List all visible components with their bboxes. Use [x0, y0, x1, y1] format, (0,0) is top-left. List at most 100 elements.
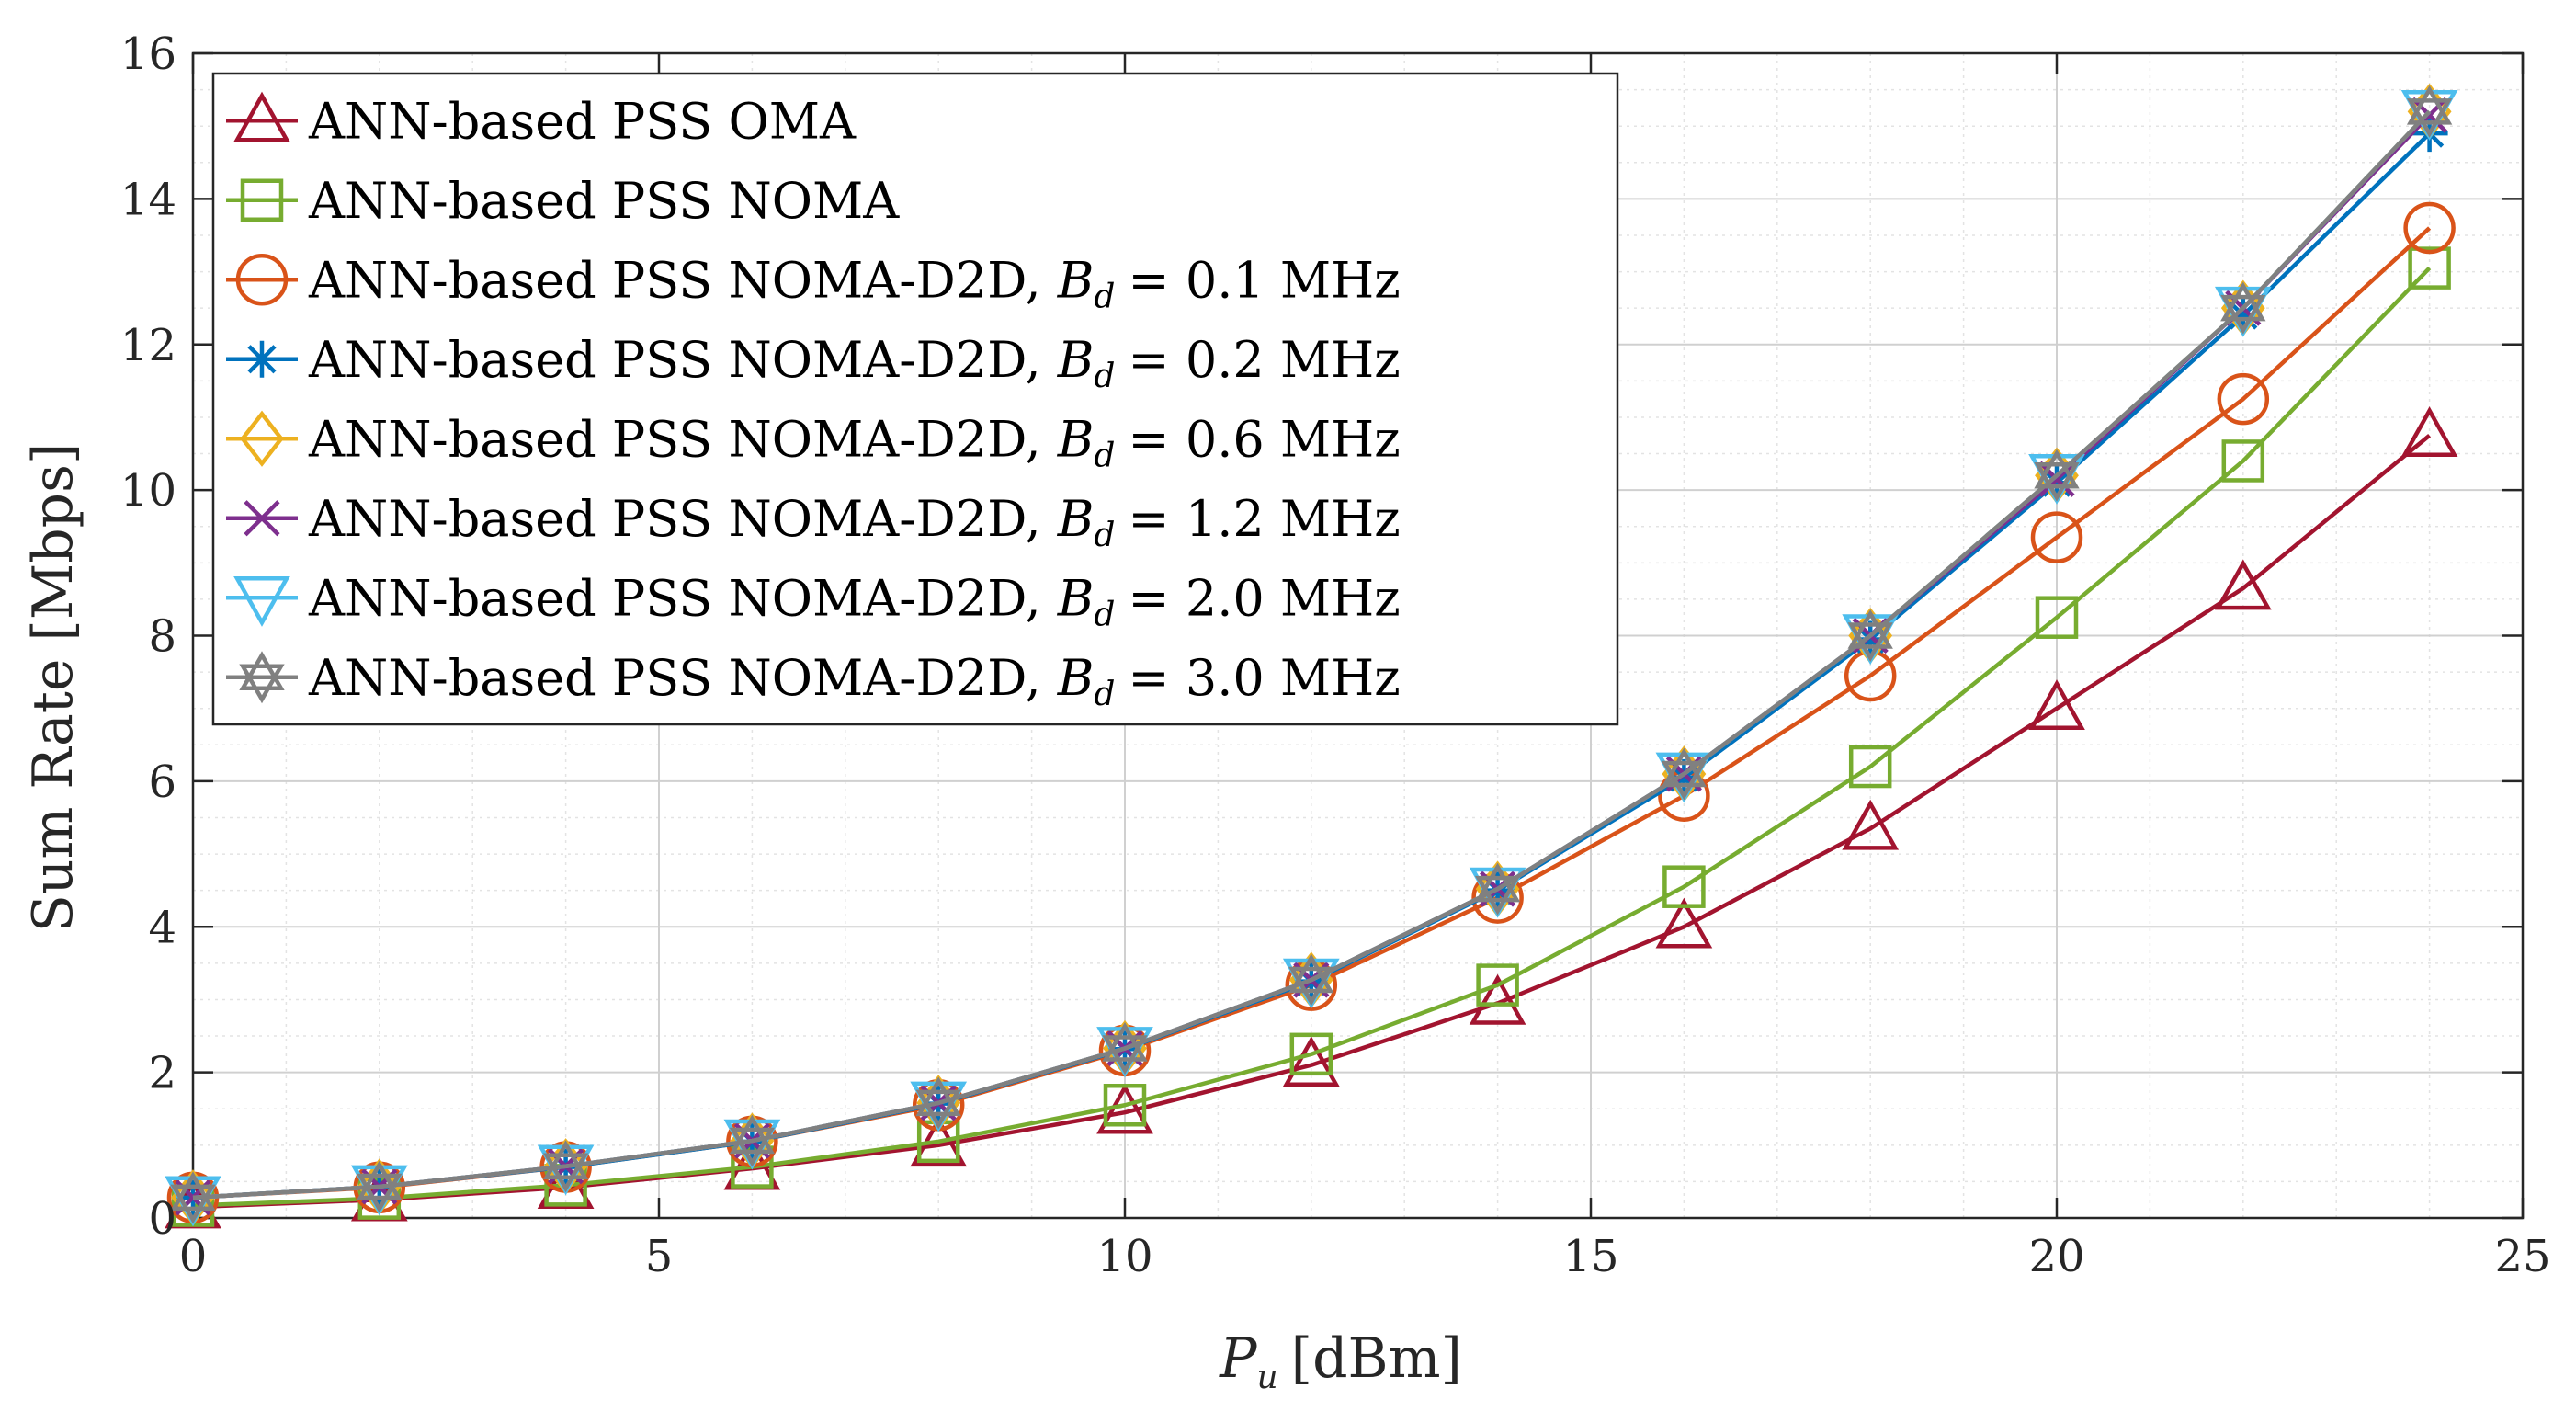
data-point-hexagram [729, 1114, 776, 1167]
legend-entry: ANN-based PSS NOMA-D2D, Bd = 0.6 MHz [226, 410, 1401, 474]
data-point-hexagram-part [1847, 609, 1893, 649]
data-point-triangle-up [1282, 1036, 1340, 1087]
legend-label: ANN-based PSS NOMA-D2D, Bd = 0.1 MHz [308, 251, 1401, 315]
legend-label-var: B [1057, 331, 1095, 389]
legend-label-sub: d [1094, 517, 1115, 554]
legend-label-main: ANN-based PSS NOMA-D2D, [308, 649, 1041, 707]
data-point-hexagram [1102, 1021, 1148, 1075]
data-point-hexagram-part [357, 1160, 403, 1200]
legend-label-sub: d [1094, 358, 1115, 395]
legend-label-sub: d [1094, 596, 1115, 633]
data-point-hexagram-part [542, 1140, 589, 1180]
legend-label: ANN-based PSS NOMA-D2D, Bd = 0.6 MHz [308, 410, 1401, 474]
data-point-hexagram-part [2034, 462, 2080, 502]
legend-entry: ANN-based PSS NOMA-D2D, Bd = 0.2 MHz [226, 331, 1401, 395]
x-tick-label: 15 [1562, 1231, 1618, 1282]
data-point-hexagram-part [357, 1173, 403, 1213]
data-point-hexagram [2406, 85, 2453, 138]
x-axis-label-unit: [dBm] [1291, 1326, 1462, 1391]
legend-label-main: ANN-based PSS NOMA-D2D, [308, 331, 1041, 389]
data-point-hexagram-part [170, 1171, 216, 1212]
legend-label-main: ANN-based PSS NOMA [308, 172, 900, 230]
data-point-hexagram [170, 1171, 216, 1224]
y-tick-label: 8 [148, 611, 176, 663]
legend-label-var: B [1057, 649, 1095, 707]
legend-marker-triangle-up [233, 91, 290, 142]
legend-label: ANN-based PSS NOMA-D2D, Bd = 3.0 MHz [308, 649, 1401, 713]
x-tick-label: 0 [179, 1231, 208, 1282]
data-point-triangle-up [1096, 1083, 1153, 1134]
data-point-asterisk [1665, 758, 1703, 796]
data-point-hexagram-part [2034, 449, 2080, 489]
y-tick-label: 4 [148, 902, 176, 953]
data-point-hexagram-part [1661, 760, 1708, 801]
data-point-triangle-up [1655, 897, 1713, 949]
data-point-hexagram-part [2406, 85, 2453, 125]
legend-label-value: = 0.2 MHz [1128, 331, 1400, 389]
legend-label-value: = 3.0 MHz [1128, 649, 1400, 707]
data-point-triangle-up [1842, 799, 1900, 850]
legend-box [211, 72, 1619, 726]
y-tick-label: 14 [120, 174, 176, 225]
legend-entry: ANN-based PSS NOMA [226, 172, 900, 230]
data-point-hexagram [542, 1140, 589, 1193]
data-point-cross [2411, 97, 2448, 133]
data-point-hexagram-part [1847, 622, 1893, 663]
data-point-hexagram [2220, 281, 2266, 335]
legend-label-var: B [1057, 410, 1095, 468]
legend-label: ANN-based PSS NOMA-D2D, Bd = 2.0 MHz [308, 569, 1401, 633]
legend-entry: ANN-based PSS NOMA-D2D, Bd = 2.0 MHz [226, 569, 1401, 633]
data-point-square [1103, 1084, 1147, 1127]
x-axis-label-sub: u [1256, 1359, 1277, 1396]
data-point-square [1289, 1032, 1333, 1076]
legend: ANN-based PSS OMA ANN-based PSS NOMA ANN-b… [211, 72, 1619, 726]
series-8 [170, 85, 2453, 1224]
legend-label-value: = 2.0 MHz [1128, 569, 1400, 627]
y-tick-label: 12 [120, 320, 176, 371]
data-point-square [2035, 596, 2079, 639]
legend-marker-hexagram [239, 651, 285, 704]
x-axis-label: Pu [dBm] [1219, 1326, 1462, 1396]
legend-marker-cross [244, 500, 280, 537]
data-point-hexagram-part [1661, 747, 1708, 788]
legend-entry: ANN-based PSS NOMA-D2D, Bd = 1.2 MHz [226, 490, 1401, 554]
legend-marker-square [240, 178, 284, 222]
data-point-hexagram [1847, 609, 1893, 663]
y-tick-label: 6 [148, 757, 176, 808]
data-point-hexagram-part [915, 1089, 961, 1130]
data-point-hexagram [1661, 747, 1708, 801]
data-point-square [2221, 439, 2265, 483]
legend-label-sub: d [1094, 437, 1115, 474]
series-lines [165, 83, 2458, 1229]
tick-labels: 0 5 10 15 20 25 0 2 4 6 8 10 12 14 16 [120, 28, 2551, 1282]
data-point-asterisk [2038, 464, 2075, 502]
data-point-circle [2403, 201, 2456, 255]
legend-label-var: B [1057, 569, 1095, 627]
legend-marker-hexagram-part [239, 651, 285, 690]
data-point-hexagram-part [1288, 966, 1334, 1007]
data-point-square [2408, 246, 2451, 290]
legend-label: ANN-based PSS NOMA-D2D, Bd = 1.2 MHz [308, 490, 1401, 554]
legend-marker-asterisk [244, 340, 280, 378]
legend-label-main: ANN-based PSS NOMA-D2D, [308, 569, 1041, 627]
legend-label-main: ANN-based PSS OMA [308, 92, 857, 150]
legend-marker-diamond [240, 410, 284, 467]
data-point-square [1662, 865, 1706, 908]
data-point-triangle-up [2400, 406, 2458, 458]
legend-label-sub: d [1094, 278, 1115, 315]
legend-entry: ANN-based PSS NOMA-D2D, Bd = 0.1 MHz [226, 251, 1401, 315]
x-tick-label: 5 [645, 1231, 674, 1282]
data-point-hexagram-part [2220, 281, 2266, 322]
data-point-hexagram [357, 1160, 403, 1213]
data-point-hexagram [1474, 862, 1521, 916]
x-tick-label: 10 [1096, 1231, 1152, 1282]
y-tick-label: 0 [148, 1193, 176, 1245]
legend-label-value: = 0.6 MHz [1128, 410, 1400, 468]
axes [191, 51, 2525, 1220]
legend-marker-hexagram-part [239, 664, 285, 704]
data-point-square [1476, 963, 1519, 1007]
data-point-asterisk [2224, 297, 2262, 335]
legend-label-main: ANN-based PSS NOMA-D2D, [308, 251, 1041, 309]
legend-entry: ANN-based PSS NOMA-D2D, Bd = 3.0 MHz [226, 649, 1401, 713]
